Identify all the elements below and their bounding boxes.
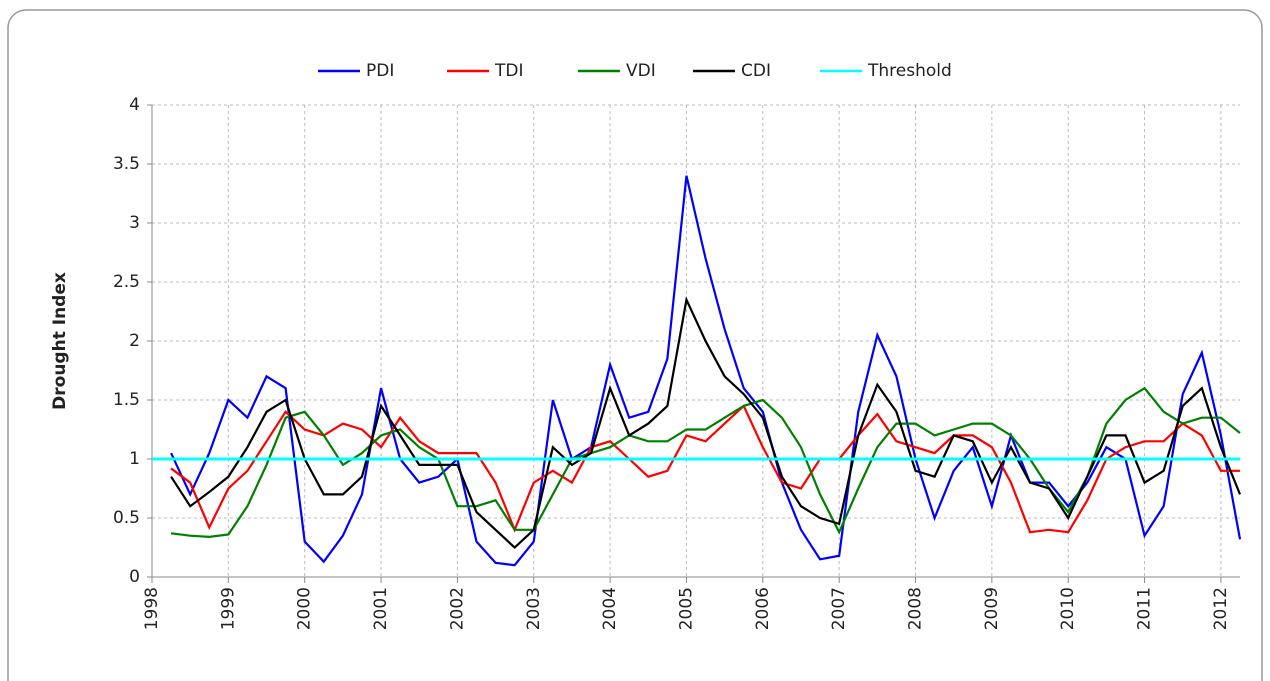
y-tick-label: 0 [129, 567, 140, 587]
legend-label: CDI [741, 61, 771, 81]
x-tick-label: 2007 [829, 587, 849, 630]
legend-label: PDI [366, 61, 394, 81]
x-tick-label: 2009 [982, 587, 1002, 630]
y-tick-label: 1.5 [113, 390, 140, 410]
x-tick-label: 2006 [753, 587, 773, 630]
x-tick-label: 2011 [1135, 587, 1155, 630]
data-line [170, 386, 1241, 538]
x-tick-label: 2001 [371, 587, 391, 630]
y-tick-label: 3 [129, 213, 140, 233]
y-tick-label: 2 [129, 331, 140, 351]
y-tick-label: 0.5 [113, 508, 140, 528]
legend-label: Threshold [867, 61, 952, 81]
y-axis-label: Drought Index [50, 272, 70, 410]
x-tick-label: 2012 [1211, 587, 1231, 630]
x-tick-label: 2010 [1058, 587, 1078, 630]
chart-frame [7, 9, 1263, 681]
legend-label: TDI [494, 61, 524, 81]
y-tick-label: 2.5 [113, 272, 140, 292]
data-line [170, 175, 1242, 567]
data-line [170, 404, 1240, 534]
legend-label: VDI [626, 61, 656, 81]
x-tick-label: 1998 [142, 587, 162, 630]
x-tick-label: 1999 [218, 587, 238, 630]
data-line [170, 296, 1242, 550]
x-tick-label: 2002 [447, 587, 467, 630]
x-tick-label: 2000 [295, 587, 315, 630]
x-tick-label: 2003 [524, 587, 544, 630]
y-tick-label: 3.5 [113, 154, 140, 174]
y-tick-label: 4 [129, 95, 140, 115]
x-tick-label: 2008 [906, 587, 926, 630]
y-tick-label: 1 [129, 449, 140, 469]
x-tick-label: 2005 [676, 587, 696, 630]
x-tick-label: 2004 [600, 587, 620, 630]
